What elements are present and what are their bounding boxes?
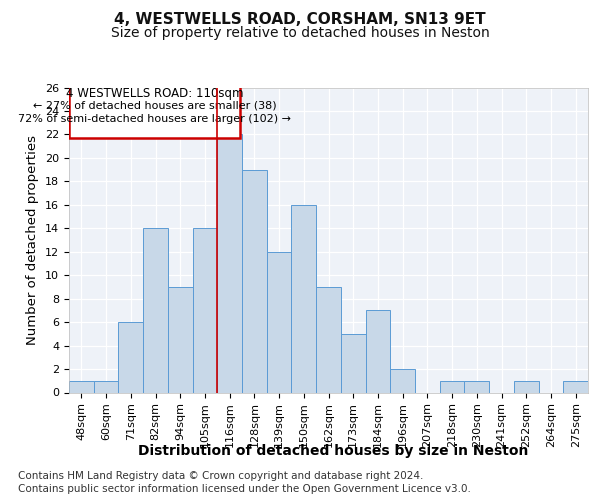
Text: Contains HM Land Registry data © Crown copyright and database right 2024.: Contains HM Land Registry data © Crown c… xyxy=(18,471,424,481)
Y-axis label: Number of detached properties: Number of detached properties xyxy=(26,135,40,345)
Bar xyxy=(94,381,118,392)
Bar xyxy=(365,310,390,392)
Text: Distribution of detached houses by size in Neston: Distribution of detached houses by size … xyxy=(138,444,528,458)
Bar xyxy=(143,228,168,392)
Bar xyxy=(563,381,588,392)
Bar xyxy=(440,381,464,392)
Text: Contains public sector information licensed under the Open Government Licence v3: Contains public sector information licen… xyxy=(18,484,471,494)
Text: Size of property relative to detached houses in Neston: Size of property relative to detached ho… xyxy=(110,26,490,40)
Bar xyxy=(316,287,341,393)
Bar xyxy=(514,381,539,392)
Bar xyxy=(292,205,316,392)
Bar xyxy=(69,381,94,392)
Bar xyxy=(390,369,415,392)
Bar xyxy=(193,228,217,392)
Bar xyxy=(217,134,242,392)
Bar xyxy=(267,252,292,392)
Bar xyxy=(464,381,489,392)
Text: 72% of semi-detached houses are larger (102) →: 72% of semi-detached houses are larger (… xyxy=(18,114,291,124)
Text: 4 WESTWELLS ROAD: 110sqm: 4 WESTWELLS ROAD: 110sqm xyxy=(66,87,244,100)
Bar xyxy=(168,287,193,393)
Bar xyxy=(341,334,365,392)
Bar xyxy=(118,322,143,392)
Text: 4, WESTWELLS ROAD, CORSHAM, SN13 9ET: 4, WESTWELLS ROAD, CORSHAM, SN13 9ET xyxy=(114,12,486,28)
Text: ← 27% of detached houses are smaller (38): ← 27% of detached houses are smaller (38… xyxy=(33,101,277,111)
Bar xyxy=(242,170,267,392)
FancyBboxPatch shape xyxy=(70,84,240,138)
